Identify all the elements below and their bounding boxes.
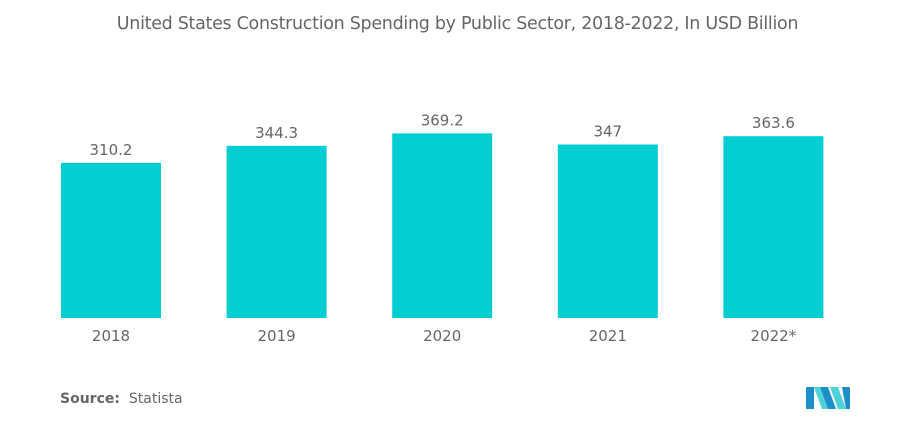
x-tick-label: 2019 bbox=[258, 327, 296, 345]
bar-2020 bbox=[392, 133, 493, 318]
data-label: 363.6 bbox=[752, 114, 795, 132]
bar-2022 bbox=[723, 136, 824, 318]
bar-2018 bbox=[61, 162, 161, 318]
source-value: Statista bbox=[128, 391, 183, 407]
bar-2021 bbox=[557, 144, 658, 318]
data-label: 310.2 bbox=[90, 141, 133, 159]
x-tick-label: 2020 bbox=[423, 327, 461, 345]
x-tick-label: 2018 bbox=[92, 327, 130, 345]
source-label: Source: bbox=[60, 391, 120, 407]
source-note: Source: Statista bbox=[60, 391, 183, 407]
data-label: 369.2 bbox=[421, 111, 464, 129]
data-label: 347 bbox=[593, 123, 622, 141]
x-tick-label: 2022* bbox=[751, 327, 797, 345]
mordor-logo-icon bbox=[806, 387, 850, 409]
bar-2019 bbox=[226, 145, 327, 318]
x-tick-label: 2021 bbox=[589, 327, 627, 345]
data-label: 344.3 bbox=[255, 124, 298, 142]
chart-title: United States Construction Spending by P… bbox=[116, 14, 799, 34]
